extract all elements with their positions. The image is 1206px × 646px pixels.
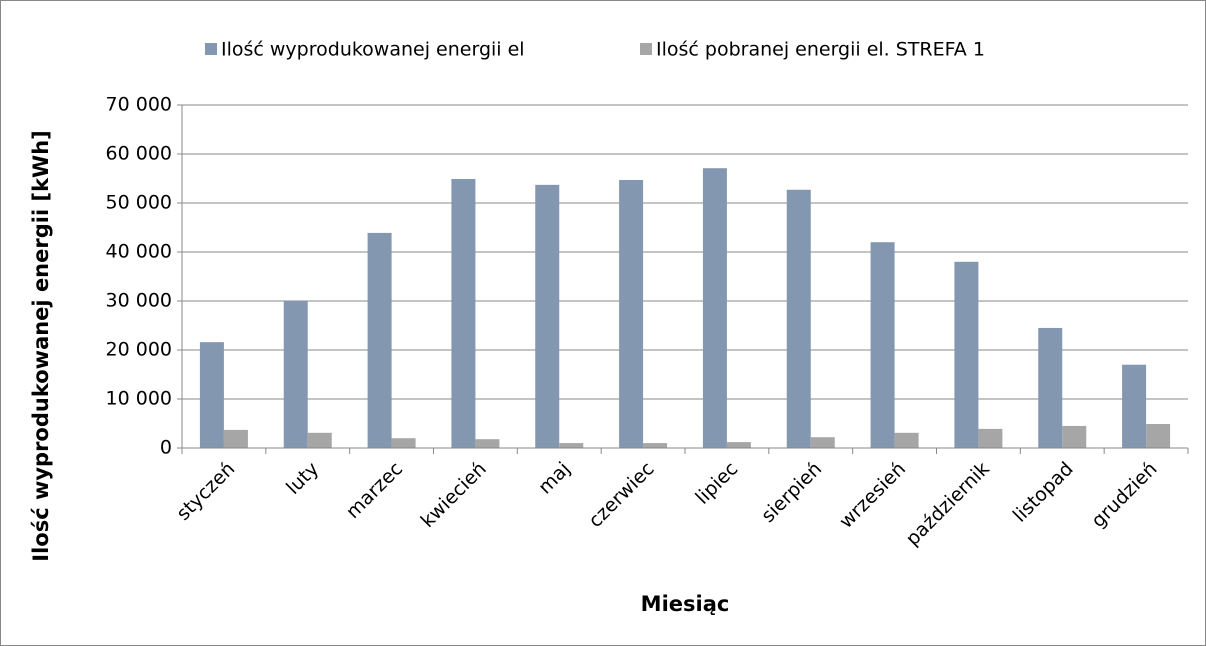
bar (702, 168, 727, 448)
bar (1062, 425, 1087, 448)
y-tick-label: 10 000 (106, 388, 172, 410)
bar (954, 261, 979, 448)
bar (643, 443, 668, 448)
bar (894, 432, 919, 448)
legend-swatch (205, 43, 217, 55)
y-tick-label: 70 000 (106, 94, 172, 116)
bar (283, 301, 308, 448)
legend-swatch (640, 43, 652, 55)
y-tick-label: 30 000 (106, 290, 172, 312)
bar (475, 439, 500, 448)
x-axis-title: Miesiąc (641, 592, 730, 616)
bar (870, 242, 895, 448)
legend-label: Ilość wyprodukowanej energii el (221, 39, 525, 61)
bar (619, 179, 644, 448)
bar (451, 178, 476, 449)
bar (307, 432, 332, 448)
y-tick-label: 50 000 (106, 192, 172, 214)
y-tick-label: 60 000 (106, 143, 172, 165)
bar (199, 342, 224, 448)
bar (535, 184, 560, 448)
bar (810, 437, 835, 448)
y-tick-label: 20 000 (106, 339, 172, 361)
bar (786, 189, 811, 448)
bar (1146, 423, 1171, 448)
y-axis-title: Ilość wyprodukowanej energii [kWh] (29, 130, 53, 562)
y-tick-label: 40 000 (106, 241, 172, 263)
bar (559, 443, 584, 448)
legend-label: Ilość pobranej energii el. STREFA 1 (656, 39, 985, 61)
bar (223, 429, 248, 448)
bar (726, 442, 751, 448)
bar (1122, 364, 1147, 448)
y-tick-label: 0 (160, 437, 172, 459)
bar (367, 232, 392, 448)
bar (978, 428, 1003, 448)
bar (1038, 327, 1063, 448)
bar (391, 438, 416, 448)
